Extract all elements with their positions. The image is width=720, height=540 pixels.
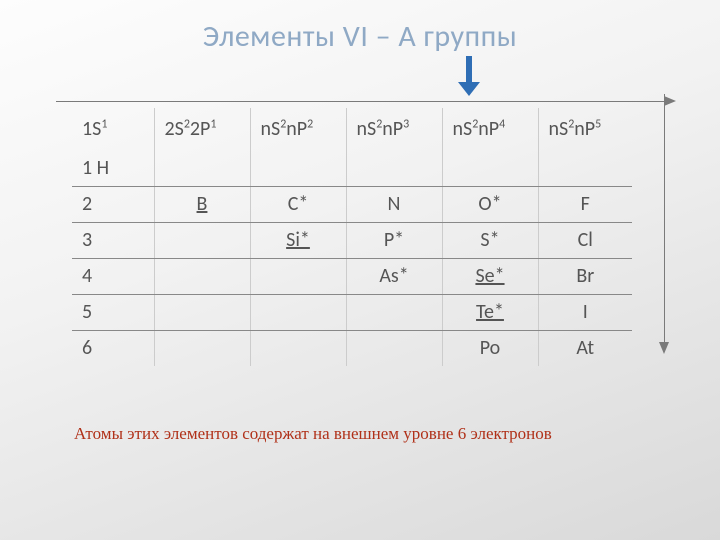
vertical-axis-arrow (664, 94, 665, 344)
table-cell (346, 150, 442, 186)
table-cell (442, 150, 538, 186)
header-cell: 2S22P1 (154, 108, 250, 150)
table-cell (250, 258, 346, 294)
row-label: 2 (72, 186, 154, 222)
header-cell: nS2nP5 (538, 108, 632, 150)
down-arrow-icon (458, 56, 480, 96)
table-cell (538, 150, 632, 186)
row-label: 6 (72, 330, 154, 366)
table-cell (250, 294, 346, 330)
table-cell: Si* (250, 222, 346, 258)
header-cell: nS2nP4 (442, 108, 538, 150)
table-body: 1 H2BC*NO*F3Si*P*S*Cl4As*Se*Br5Te*I6PoAt (72, 150, 632, 366)
row-label: 1 H (72, 150, 154, 186)
horizontal-axis-arrow (56, 101, 666, 102)
table-cell: At (538, 330, 632, 366)
slide-title: Элементы VI – А группы (0, 18, 720, 55)
table-cell: O* (442, 186, 538, 222)
elements-table: 1S1 2S22P1 nS2nP2 nS2nP3 nS2nP4 nS2nP5 1… (72, 108, 632, 366)
table-cell: Po (442, 330, 538, 366)
table-row: 2BC*NO*F (72, 186, 632, 222)
header-cell: nS2nP2 (250, 108, 346, 150)
table-cell (154, 330, 250, 366)
table-cell: B (154, 186, 250, 222)
table-cell: S* (442, 222, 538, 258)
table-cell: Te* (442, 294, 538, 330)
table-cell: N (346, 186, 442, 222)
table-cell: F (538, 186, 632, 222)
table-header-row: 1S1 2S22P1 nS2nP2 nS2nP3 nS2nP4 nS2nP5 (72, 108, 632, 150)
footnote-text: Атомы этих элементов содержат на внешнем… (74, 424, 552, 444)
table-cell (250, 150, 346, 186)
table-cell: P* (346, 222, 442, 258)
table-cell (154, 294, 250, 330)
table-cell: I (538, 294, 632, 330)
table-row: 3 Si*P*S*Cl (72, 222, 632, 258)
table-row: 6 PoAt (72, 330, 632, 366)
row-label: 4 (72, 258, 154, 294)
table-cell (154, 258, 250, 294)
table-cell (154, 222, 250, 258)
table-cell: As* (346, 258, 442, 294)
table-cell: C* (250, 186, 346, 222)
table-cell: Cl (538, 222, 632, 258)
header-cell: 1S1 (72, 108, 154, 150)
row-label: 5 (72, 294, 154, 330)
table-cell: Br (538, 258, 632, 294)
table-cell (154, 150, 250, 186)
table-row: 5 Te*I (72, 294, 632, 330)
table-cell: Se* (442, 258, 538, 294)
table-row: 4 As*Se*Br (72, 258, 632, 294)
header-cell: nS2nP3 (346, 108, 442, 150)
table-cell (250, 330, 346, 366)
table-row: 1 H (72, 150, 632, 186)
table-cell (346, 294, 442, 330)
table-cell (346, 330, 442, 366)
row-label: 3 (72, 222, 154, 258)
